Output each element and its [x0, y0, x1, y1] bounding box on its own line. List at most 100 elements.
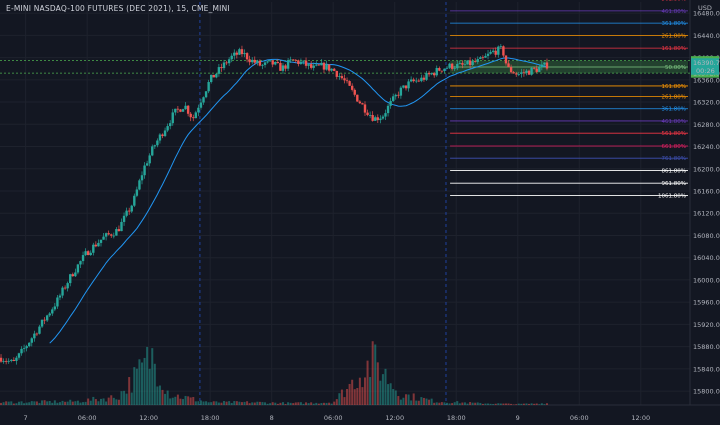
candle-body	[92, 244, 95, 253]
price-label-text: 16390.75	[693, 59, 720, 67]
candle	[538, 64, 541, 72]
y-tick-label: 15800.00	[693, 388, 720, 396]
candle	[104, 232, 108, 241]
y-tick-label: 16480.00	[693, 10, 720, 18]
fib-level-label: 50.00%	[665, 65, 686, 71]
fib-level-label: 261.80%	[662, 94, 686, 100]
candle-body	[227, 59, 231, 64]
volume-bar	[184, 395, 187, 405]
candle	[289, 56, 292, 64]
candle-body	[168, 123, 172, 127]
volume-bar	[143, 357, 146, 405]
candle	[371, 111, 374, 122]
volume-bar	[171, 397, 174, 405]
volume-bar	[256, 401, 259, 405]
candle	[84, 248, 87, 257]
candle	[325, 60, 328, 71]
candle-body	[156, 140, 159, 146]
volume-bar	[479, 402, 482, 405]
candle-body	[517, 73, 520, 75]
volume-bar	[535, 403, 538, 405]
countdown-box	[691, 66, 719, 75]
x-tick-label: 7	[24, 414, 28, 422]
candle-body	[366, 112, 369, 116]
candle-body	[353, 89, 356, 95]
candle	[435, 65, 438, 77]
candle	[240, 45, 244, 57]
volume-bar	[243, 401, 246, 405]
candle	[253, 56, 256, 65]
candle-body	[325, 64, 328, 70]
candle	[148, 153, 151, 167]
candle	[397, 91, 400, 99]
candle-body	[286, 60, 290, 69]
candle-body	[509, 67, 513, 73]
candle-body	[289, 59, 292, 61]
volume-bar	[158, 385, 161, 405]
volume-bar	[448, 403, 451, 405]
volume-bar	[164, 393, 167, 405]
candle	[4, 358, 8, 365]
candle	[120, 218, 123, 232]
volume-bar	[48, 400, 51, 405]
candle	[17, 352, 21, 360]
candle-body	[297, 60, 300, 64]
volume-bar	[212, 401, 215, 405]
candle-body	[476, 59, 479, 62]
candle-body	[86, 251, 90, 256]
volume-bar	[363, 377, 366, 405]
candle	[186, 104, 190, 117]
volume-bar	[58, 402, 61, 405]
volume-bar	[274, 402, 277, 405]
candle-body	[479, 57, 482, 60]
candle	[502, 45, 505, 58]
volume-bar	[64, 401, 67, 405]
candle-body	[127, 210, 131, 212]
candle	[358, 100, 362, 104]
candle-body	[425, 73, 428, 80]
candle	[10, 358, 13, 363]
volume-bar	[435, 402, 438, 405]
volume-bar	[481, 403, 484, 405]
candle-body	[163, 130, 167, 137]
candle-body	[330, 68, 333, 71]
volume-bar	[69, 399, 72, 405]
candle	[389, 97, 392, 109]
volume-bar	[456, 401, 459, 405]
candle-body	[417, 80, 421, 82]
volume-bar	[294, 402, 297, 405]
volume-bar	[53, 400, 56, 405]
candle-body	[399, 87, 403, 96]
volume-bar	[463, 402, 466, 405]
candle-body	[379, 118, 382, 121]
candle	[402, 85, 405, 89]
volume-bar	[102, 398, 105, 405]
volume-bar	[15, 403, 18, 405]
volume-bar	[412, 393, 415, 405]
candle-body	[404, 85, 408, 89]
x-tick-label: 18:00	[447, 414, 466, 422]
candle-body	[497, 46, 500, 55]
fib-level-label: 261.80%	[662, 33, 686, 39]
candle-body	[412, 79, 415, 82]
candle-body	[407, 81, 410, 89]
candle	[166, 123, 169, 133]
candle-body	[89, 252, 92, 256]
candle	[297, 59, 300, 67]
volume-bar	[43, 400, 46, 405]
volume-bar	[12, 403, 15, 405]
volume-bar	[20, 401, 23, 405]
volume-bar	[82, 402, 85, 405]
candle-body	[45, 315, 49, 321]
candle-body	[58, 295, 62, 298]
volume-bar	[340, 389, 343, 405]
volume-bar	[46, 401, 49, 405]
volume-bar	[317, 403, 320, 405]
candle	[110, 233, 113, 238]
candle-body	[292, 59, 295, 61]
candle-body	[40, 319, 44, 327]
volume-bar	[330, 403, 333, 405]
volume-bar	[38, 402, 41, 405]
volume-bar	[41, 400, 44, 405]
